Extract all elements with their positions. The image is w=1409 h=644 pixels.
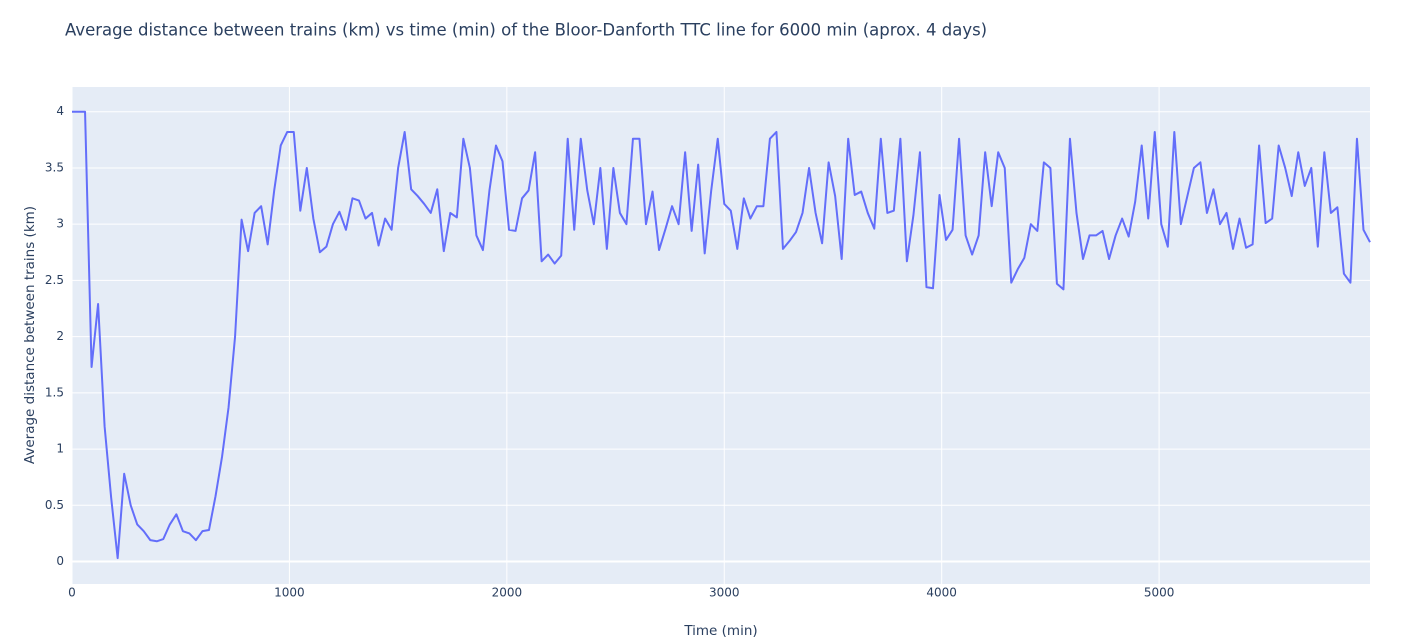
- data-line: [72, 110, 1371, 560]
- y-tick-label: 2: [56, 329, 64, 343]
- y-tick-label: 2.5: [45, 273, 64, 287]
- y-tick-label: 0: [56, 554, 64, 568]
- y-tick-label: 1: [56, 442, 64, 456]
- y-tick-label: 4: [56, 104, 64, 118]
- x-tick-label: 2000: [492, 586, 523, 600]
- y-tick-label: 0.5: [45, 498, 64, 512]
- y-axis-label: Average distance between trains (km): [22, 206, 38, 464]
- x-tick-label: 3000: [709, 586, 740, 600]
- chart-title: Average distance between trains (km) vs …: [65, 21, 987, 40]
- x-tick-label: 0: [68, 586, 76, 600]
- x-axis-label: Time (min): [683, 623, 757, 639]
- y-tick-label: 3.5: [45, 160, 64, 174]
- x-tick-label: 1000: [274, 586, 305, 600]
- y-tick-label: 3: [56, 217, 64, 231]
- x-tick-label: 4000: [926, 586, 957, 600]
- y-tick-label: 1.5: [45, 385, 64, 399]
- x-tick-label: 5000: [1144, 586, 1175, 600]
